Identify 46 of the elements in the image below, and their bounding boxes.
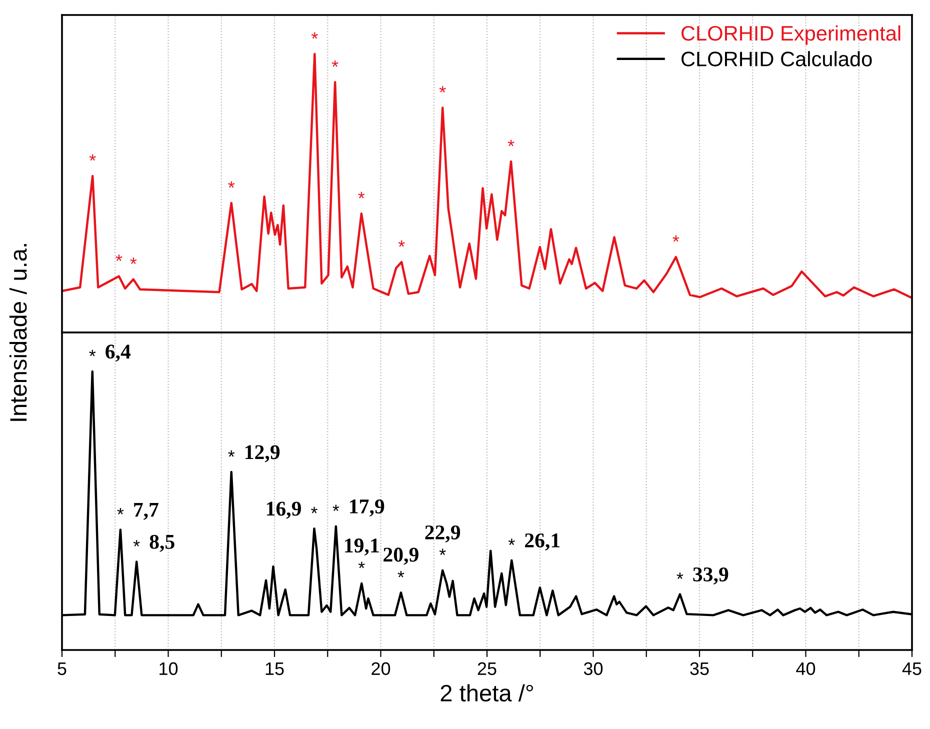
annotation: *: [311, 32, 318, 39]
annotation: *: [439, 86, 446, 92]
legend-label: CLORHID Calculado: [682, 51, 872, 66]
annotation: *: [508, 538, 515, 546]
annotation: *: [228, 450, 235, 457]
annotation: 12,9: [246, 445, 280, 462]
annotation: *: [358, 562, 365, 568]
x-tick-label: 10: [160, 662, 178, 676]
annotation: *: [358, 192, 365, 198]
annotation: 19,1: [345, 538, 379, 556]
annotation: *: [398, 240, 405, 247]
annotation: *: [332, 504, 340, 512]
annotation: *: [117, 508, 124, 514]
x-tick-label: 45: [902, 662, 922, 676]
x-tick-label: 25: [478, 662, 496, 676]
x-tick-label: 35: [690, 662, 709, 676]
x-tick-label: 30: [584, 662, 603, 676]
annotation: *: [672, 235, 680, 242]
annotation: *: [439, 548, 446, 556]
annotation: *: [89, 154, 96, 161]
annotation: *: [676, 572, 684, 579]
annotation: 20,9: [384, 548, 418, 565]
annotation: 26,1: [525, 533, 560, 550]
y-axis-title: Intensidade / u.a.: [9, 244, 27, 421]
annotation: *: [398, 570, 404, 578]
annotation: *: [311, 506, 318, 514]
annotation: *: [228, 181, 235, 188]
annotation: 6,4: [106, 344, 131, 362]
annotation: 17,9: [350, 500, 384, 517]
annotation: *: [89, 350, 96, 356]
annotation: 33,9: [693, 567, 728, 584]
annotation: 22,9: [425, 525, 460, 542]
annotation: 16,9: [266, 502, 301, 519]
annotation: *: [130, 258, 137, 264]
annotation: *: [508, 140, 514, 146]
x-axis-title: 2 theta /°: [440, 684, 533, 702]
x-tick-label: 20: [372, 662, 390, 676]
annotation: *: [332, 60, 338, 67]
x-tick-label: 15: [266, 662, 284, 676]
annotation: 7,7: [134, 502, 158, 520]
annotation: *: [133, 540, 140, 546]
annotation: 8,5: [150, 534, 174, 552]
x-tick-label: 40: [796, 662, 816, 676]
legend-label: CLORHID Experimental: [682, 25, 900, 45]
annotation: *: [116, 254, 122, 261]
x-tick-label: 5: [58, 662, 66, 676]
